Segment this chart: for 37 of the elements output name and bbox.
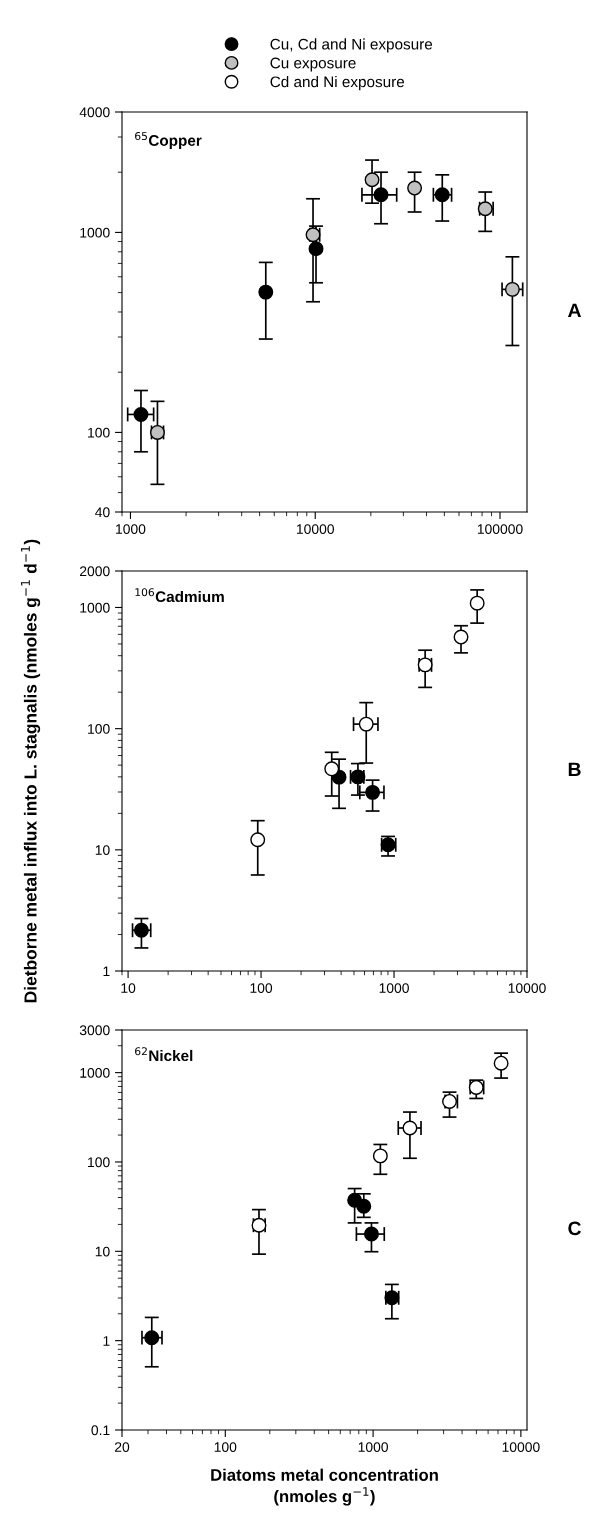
- x-tick-label: 100: [214, 1442, 237, 1453]
- x-tick-label: 1000: [116, 524, 146, 535]
- legend-label: Cu exposure: [270, 57, 356, 72]
- x-tick-label: 10: [121, 983, 136, 994]
- x-tick-label: 10000: [502, 1442, 540, 1453]
- y-tick-label: 1000: [80, 227, 110, 238]
- y-tick-label: 10: [95, 1246, 110, 1257]
- x-tick-label: 100: [250, 983, 273, 994]
- x-axis-title: Diatoms metal concentration (nmoles g$^{−1}$): [211, 1468, 438, 1506]
- text: B: [568, 762, 581, 777]
- text: C: [568, 1221, 582, 1236]
- y-tick-label: 1: [103, 1336, 110, 1346]
- x-tick-label: 10000: [508, 983, 546, 994]
- x-tick-label: 1000: [379, 983, 409, 994]
- y-tick-label: 0.1: [91, 1425, 110, 1436]
- x-tick-label: 20: [114, 1442, 130, 1453]
- y-tick-label: 10: [95, 845, 110, 855]
- y-tick-label: 4000: [79, 107, 110, 118]
- text: $^{65}$Copper: [135, 132, 202, 149]
- legend-label: Cd and Ni exposure: [270, 76, 405, 91]
- x-tick-label: 100000: [477, 524, 523, 535]
- y-tick-label: 100: [88, 723, 110, 734]
- y-tick-label: 3000: [79, 1025, 110, 1036]
- y-tick-label: 1000: [80, 1067, 110, 1078]
- text: $^{106}$Cadmium: [135, 588, 224, 603]
- x-tick-label: 1000: [358, 1442, 388, 1453]
- y-tick-label: 100: [88, 1157, 110, 1168]
- legend-label: Cu, Cd and Ni exposure: [270, 38, 433, 53]
- y-tick-label: 2000: [80, 566, 110, 577]
- y-tick-label: 1: [103, 966, 110, 977]
- y-tick-label: 1000: [80, 602, 110, 613]
- x-tick-label: 10000: [296, 524, 334, 535]
- text: $^{62}$Nickel: [135, 1047, 193, 1062]
- y-tick-label: 40: [95, 507, 110, 518]
- y-axis-title: Dietborne metal influx into L. stagnalis (nmoles g$^{−1}$ d$^{−1}$): [20, 539, 41, 1003]
- y-tick-label: 100: [88, 427, 110, 438]
- text: A: [567, 303, 582, 318]
